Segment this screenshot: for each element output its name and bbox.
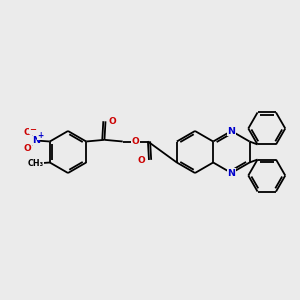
Text: O: O xyxy=(137,157,145,166)
Text: O: O xyxy=(24,144,32,153)
Text: O: O xyxy=(24,128,32,137)
Text: O: O xyxy=(109,117,116,126)
Text: N: N xyxy=(227,169,236,178)
Text: N: N xyxy=(227,127,236,136)
Text: +: + xyxy=(38,131,44,140)
Text: N: N xyxy=(32,136,40,145)
Text: CH₃: CH₃ xyxy=(28,159,44,168)
Text: −: − xyxy=(29,125,36,134)
Text: O: O xyxy=(131,137,139,146)
